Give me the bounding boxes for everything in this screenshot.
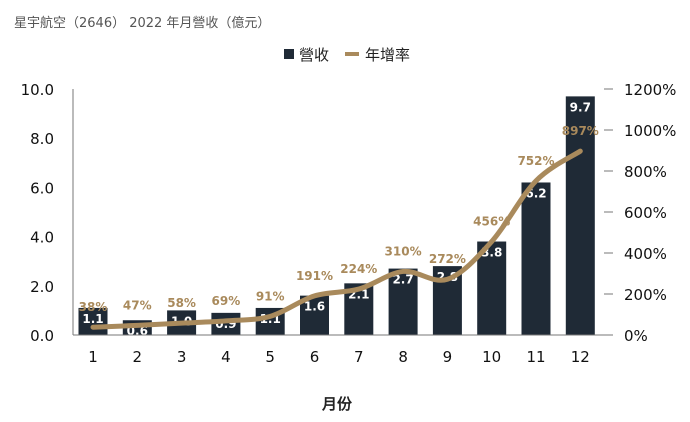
left-axis-tick-label: 10.0	[21, 81, 54, 99]
x-axis-tick-label: 10	[482, 348, 501, 366]
x-axis-tick-label: 4	[221, 348, 231, 366]
left-axis-tick-label: 6.0	[30, 179, 54, 197]
chart-title: 星宇航空（2646） 2022 年月營收（億元）	[14, 16, 271, 31]
growth-data-label: 191%	[296, 269, 333, 283]
revenue-data-label: 9.7	[570, 100, 591, 114]
right-axis-tick-label: 1000%	[624, 122, 676, 140]
revenue-bar	[78, 307, 108, 335]
left-axis-tick-label: 0.0	[30, 327, 54, 345]
right-axis-tick-label: 800%	[624, 163, 667, 181]
revenue-data-label: 2.7	[392, 273, 413, 287]
left-axis: 0.0 2.0 4.0 6.0 8.0 10.0	[21, 81, 74, 345]
x-axis-title: 月份	[321, 395, 353, 413]
revenue-bar	[388, 268, 418, 335]
growth-data-label: 456%	[473, 215, 510, 229]
x-axis-tick-label: 1	[88, 348, 98, 366]
revenue-data-label: 1.6	[304, 300, 325, 314]
x-axis-tick-label: 7	[354, 348, 364, 366]
x-axis: 1 2 3 4 5 6 7 8 9 10 11 12	[73, 334, 604, 366]
left-axis-tick-label: 8.0	[30, 130, 54, 148]
legend-revenue-label: 營收	[299, 46, 329, 64]
revenue-bar	[521, 182, 551, 335]
left-axis-tick-label: 2.0	[30, 278, 54, 296]
legend-revenue-swatch	[284, 49, 294, 59]
right-axis-tick-label: 1200%	[624, 81, 676, 99]
x-axis-tick-label: 5	[265, 348, 275, 366]
legend-growth-label: 年增率	[365, 46, 410, 64]
growth-data-label: 47%	[123, 298, 152, 312]
right-axis-tick-label: 0%	[624, 327, 648, 345]
growth-data-label: 91%	[256, 289, 285, 303]
right-axis-tick-label: 200%	[624, 286, 667, 304]
right-axis-tick-label: 600%	[624, 204, 667, 222]
growth-data-label: 69%	[212, 294, 241, 308]
revenue-bar	[565, 96, 595, 335]
growth-data-label: 224%	[340, 262, 377, 276]
x-axis-tick-label: 11	[526, 348, 545, 366]
right-axis: 0% 200% 400% 600% 800% 1000% 1200%	[604, 81, 676, 345]
growth-data-label: 58%	[167, 296, 196, 310]
growth-data-label: 310%	[385, 244, 422, 258]
bars	[78, 96, 595, 335]
x-axis-tick-label: 3	[177, 348, 187, 366]
growth-line	[90, 148, 583, 330]
right-axis-tick-label: 400%	[624, 245, 667, 263]
growth-data-label: 897%	[562, 124, 599, 138]
bar-labels: 1.10.61.0 0.9 1.11.62.12.7 2.83.86.29.7	[82, 100, 591, 338]
x-axis-tick-label: 6	[310, 348, 320, 366]
x-axis-tick-label: 8	[398, 348, 408, 366]
legend: 營收 年增率	[284, 46, 410, 64]
revenue-data-label: 1.1	[82, 312, 103, 326]
growth-labels: 38% 47% 58% 69% 91% 191% 224% 310% 272% 456% 752% 8…	[79, 124, 599, 314]
growth-data-label: 38%	[79, 300, 108, 314]
left-axis-tick-label: 4.0	[30, 229, 54, 247]
x-axis-tick-label: 12	[571, 348, 590, 366]
x-axis-tick-label: 2	[133, 348, 143, 366]
growth-data-label: 752%	[517, 154, 554, 168]
growth-data-label: 272%	[429, 252, 466, 266]
revenue-bar	[477, 241, 507, 335]
x-axis-tick-label: 9	[443, 348, 453, 366]
